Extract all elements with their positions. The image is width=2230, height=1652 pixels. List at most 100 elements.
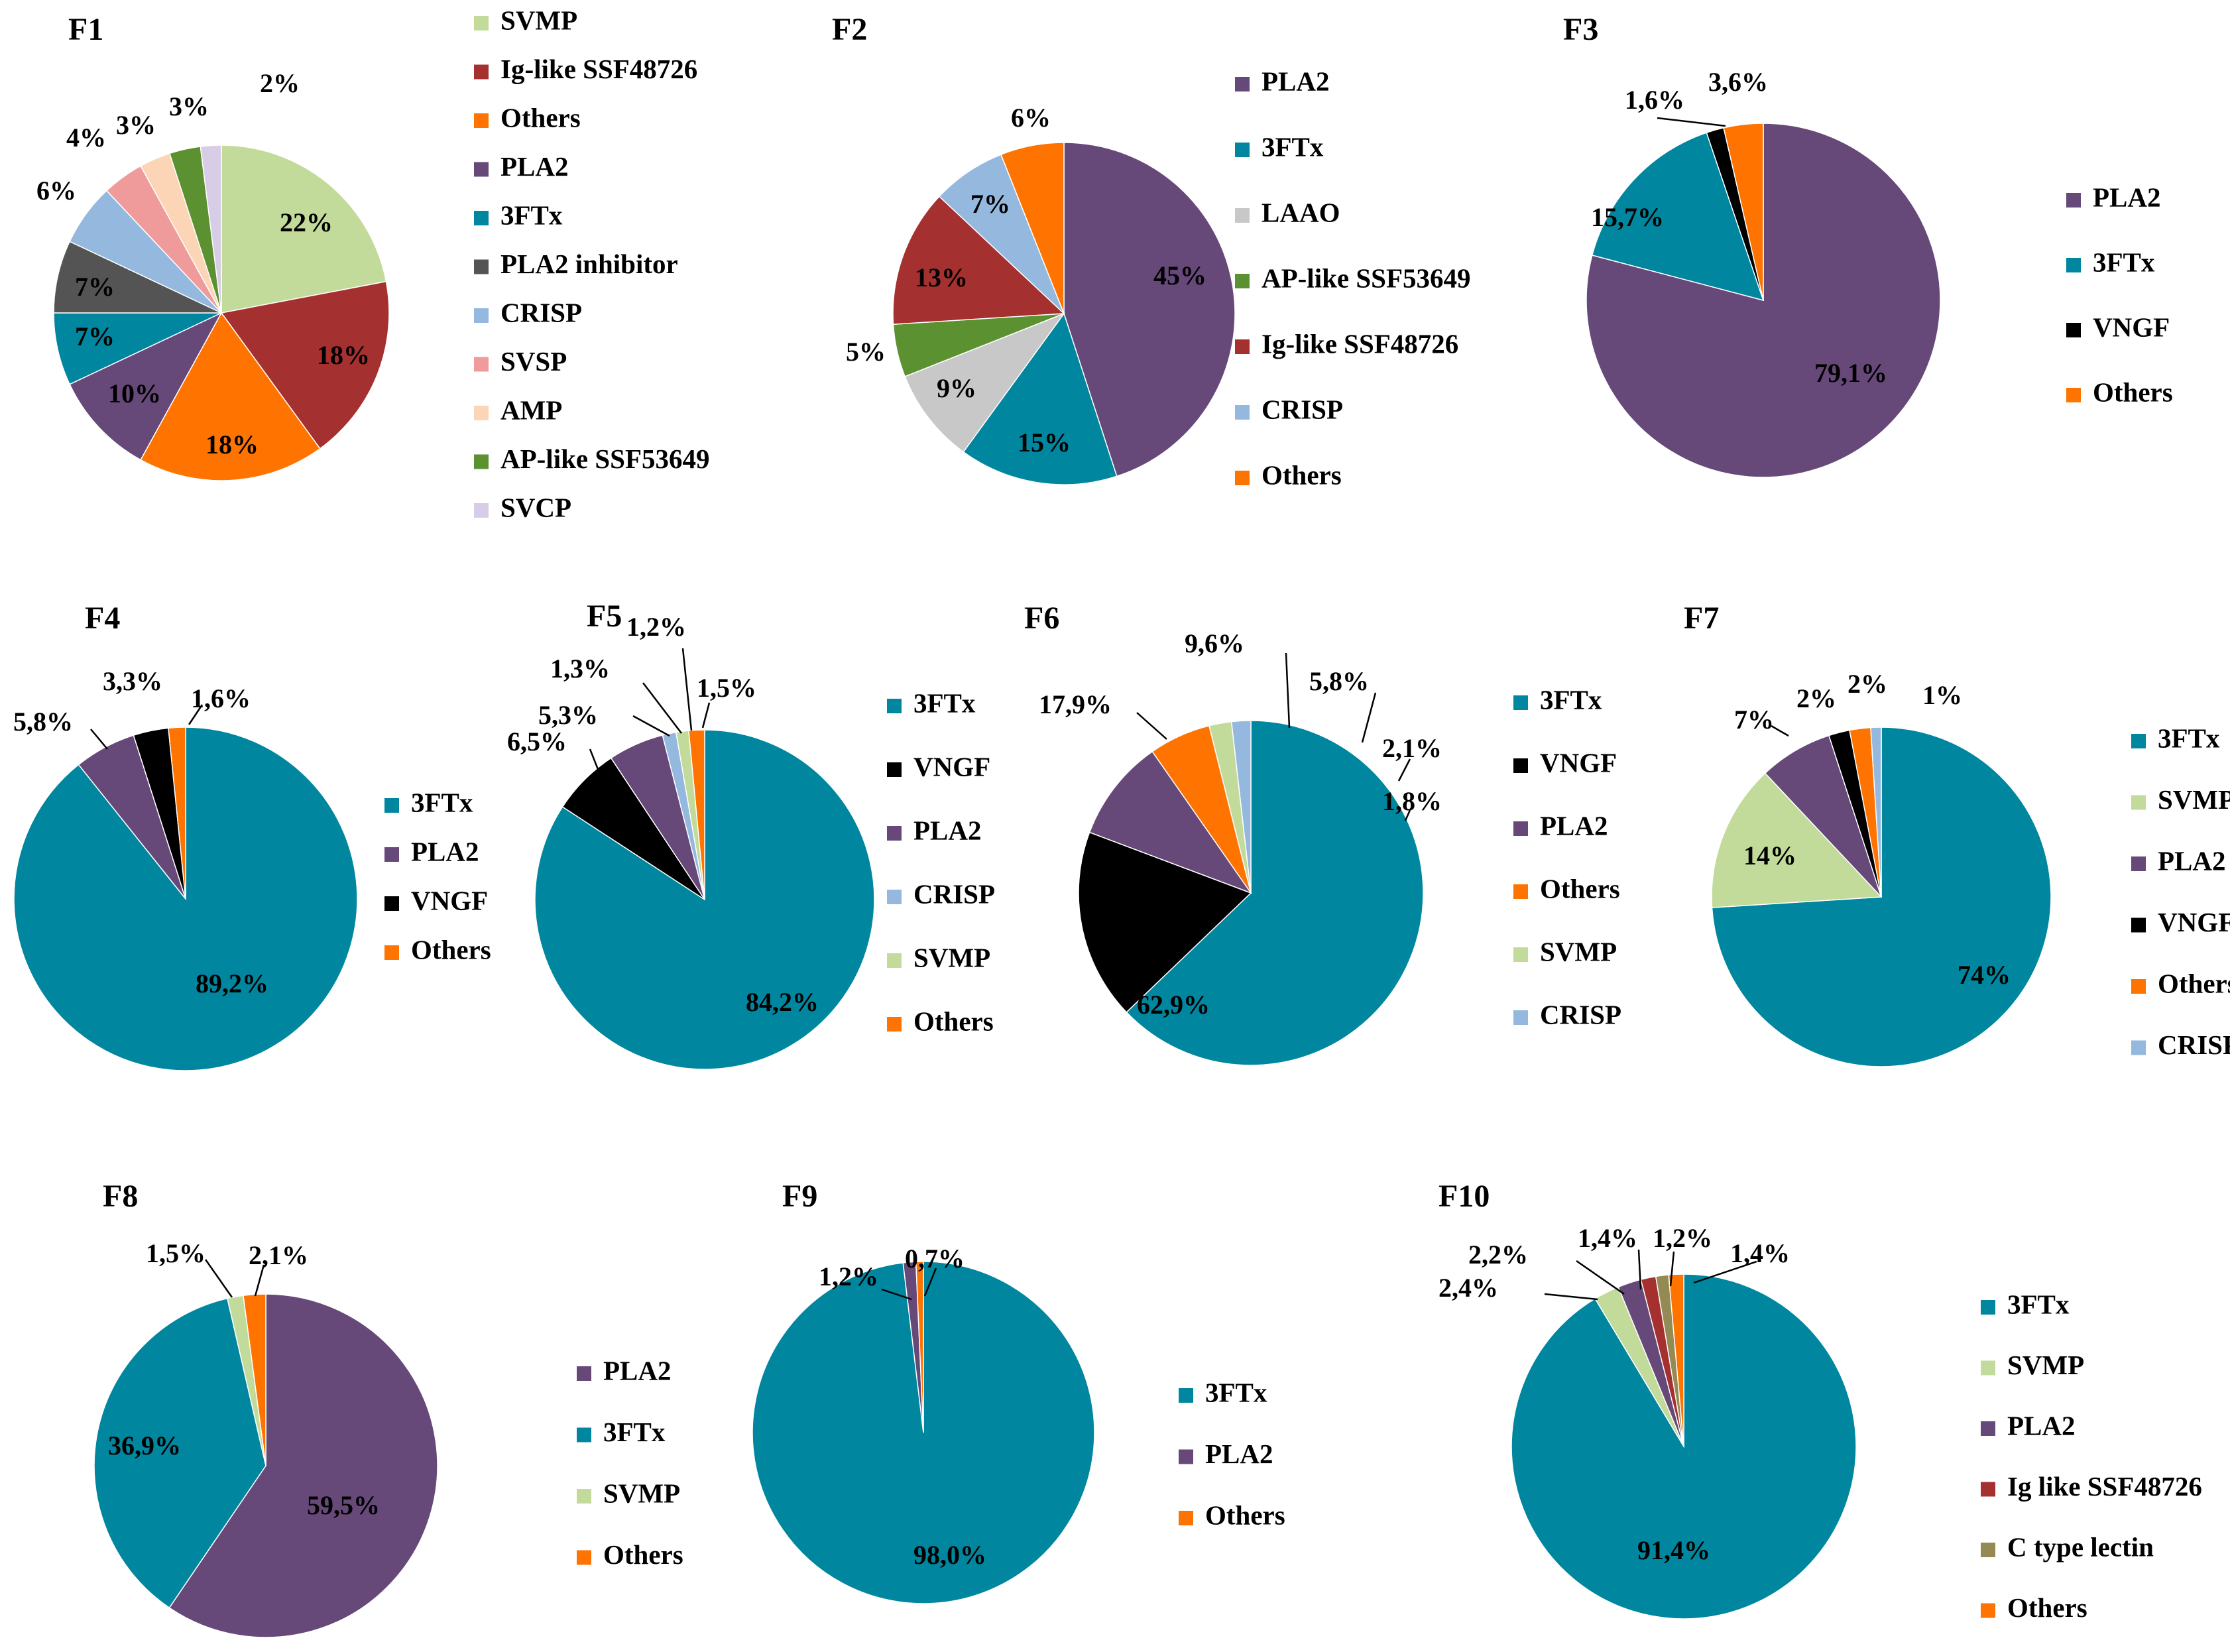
leader-line (589, 748, 601, 775)
legend-label: Others (2158, 968, 2230, 998)
legend-swatch (887, 826, 902, 841)
legend-label: SVMP (500, 5, 577, 35)
legend-label: SVMP (1540, 936, 1617, 967)
pie-chart-f9: F9 98,0% 1,2% 0,7% 3FTx PLA2 Others (752, 1179, 1285, 1604)
pie-slice-crisp (1870, 727, 1882, 898)
legend-label: PLA2 inhibitor (500, 249, 678, 279)
data-label: 15,7% (1591, 202, 1664, 232)
data-label: 1,8% (1382, 786, 1442, 816)
legend-label: Others (2093, 377, 2173, 407)
legend-swatch (1513, 947, 1528, 962)
legend-swatch (887, 699, 902, 713)
legend-swatch (1235, 208, 1250, 223)
leader-line (923, 1268, 937, 1297)
legend-label: VNGF (913, 751, 990, 782)
legend-label: SVMP (913, 942, 990, 973)
data-label: 1,2% (819, 1262, 878, 1291)
data-label: 18% (205, 430, 259, 459)
legend-label: 3FTx (1262, 131, 1324, 162)
data-label: 1,3% (550, 654, 610, 683)
legend-label: PLA2 (1540, 810, 1608, 841)
pie-slice-svmp (1711, 772, 1883, 908)
legend-label: 3FTx (411, 787, 473, 817)
legend-swatch (577, 1550, 591, 1565)
legend-label: AMP (500, 394, 562, 425)
pie-slice-others (688, 729, 705, 900)
data-label: 22% (280, 207, 333, 237)
pie-slice-pla2-inhibitor (53, 241, 222, 314)
legend-swatch (474, 357, 489, 372)
data-label: 1,5% (697, 673, 756, 703)
legend-label: Others (500, 102, 581, 133)
legend-swatch (1981, 1543, 1995, 1557)
pie-slice-others (243, 1293, 266, 1466)
legend-swatch (1235, 143, 1250, 157)
leader-line (1771, 725, 1789, 737)
legend-label: PLA2 (2007, 1410, 2076, 1441)
legend-label: PLA2 (500, 151, 569, 182)
pie-slice-pla2 (69, 312, 223, 461)
legend-label: PLA2 (2093, 182, 2161, 212)
leader-line (204, 1259, 233, 1298)
pie-slice-pla2 (168, 1293, 438, 1638)
chart-title: F3 (1563, 12, 1598, 47)
legend-swatch (1513, 695, 1528, 710)
data-label: 3,3% (103, 666, 162, 696)
legend-swatch (2131, 856, 2146, 871)
data-label: 7% (75, 272, 115, 302)
legend-swatch (1179, 1388, 1193, 1403)
legend-label: 3FTx (2158, 723, 2220, 753)
legend-label: 3FTx (913, 687, 976, 718)
legend-label: Others (1540, 873, 1620, 904)
legend-label: PLA2 (1262, 66, 1330, 96)
legend-swatch (1513, 884, 1528, 899)
legend-label: CRISP (2158, 1030, 2230, 1060)
data-label: 79,1% (1814, 358, 1887, 388)
legend-swatch (577, 1489, 591, 1504)
legend-label: SVSP (500, 346, 567, 377)
legend-label: 3FTx (500, 200, 563, 230)
pie-slice-others (1000, 142, 1065, 314)
data-label: 5% (846, 337, 886, 367)
pie-slice-pla2 (1088, 750, 1252, 894)
legend-label: LAAO (1262, 197, 1340, 227)
legend-swatch (474, 162, 489, 177)
data-label: 6% (36, 176, 76, 206)
data-label: 7% (75, 322, 115, 351)
chart-title: F10 (1438, 1179, 1490, 1214)
legend-swatch (887, 953, 902, 968)
legend-label: PLA2 (603, 1355, 672, 1386)
legend-swatch (1513, 821, 1528, 836)
legend-label: SVMP (603, 1478, 680, 1508)
legend-swatch (384, 945, 399, 960)
legend-label: Ig-like SSF48726 (500, 54, 697, 84)
data-label: 1,4% (1578, 1223, 1637, 1253)
legend-label: Others (1262, 459, 1342, 490)
leader-line (254, 1264, 265, 1297)
legend-swatch (1235, 405, 1250, 420)
data-label: 1,2% (626, 612, 686, 642)
chart-title: F5 (587, 599, 622, 634)
legend-label: PLA2 (913, 815, 982, 845)
legend-swatch (2131, 734, 2146, 748)
legend-label: CRISP (913, 878, 995, 909)
pie-slice-others (1668, 1273, 1684, 1447)
data-label: 7% (970, 189, 1010, 219)
legend-label: Others (913, 1006, 994, 1036)
data-label: 2,4% (1438, 1273, 1498, 1303)
leader-line (90, 729, 108, 750)
legend-swatch (474, 454, 489, 469)
chart-title: F6 (1024, 601, 1059, 636)
legend-swatch (474, 308, 489, 323)
data-label: 4% (66, 123, 106, 152)
leader-line (701, 702, 711, 729)
data-label: 62,9% (1137, 990, 1210, 1020)
leader-line (881, 1288, 912, 1301)
pie-slice-others (168, 727, 186, 900)
data-label: 5,3% (538, 700, 598, 730)
leader-line (188, 704, 204, 725)
data-label: 1,4% (1730, 1238, 1790, 1268)
legend-label: C type lectin (2007, 1531, 2154, 1562)
pie-slice-3ftx (963, 312, 1118, 485)
